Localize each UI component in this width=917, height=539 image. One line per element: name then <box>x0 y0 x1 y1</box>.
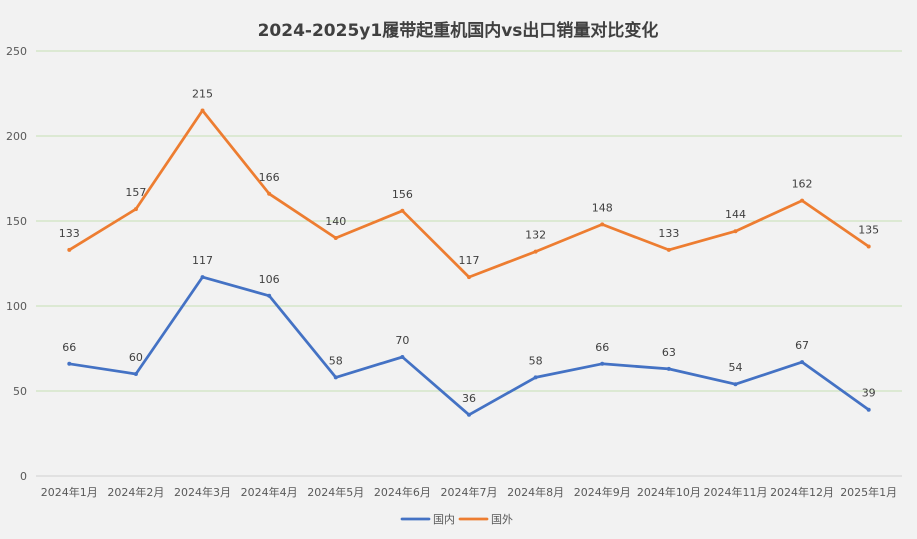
y-tick-label: 0 <box>20 470 27 483</box>
data-point[interactable] <box>333 236 338 240</box>
data-label: 148 <box>592 201 613 214</box>
data-label: 70 <box>395 334 409 347</box>
data-point[interactable] <box>400 208 405 213</box>
data-point[interactable] <box>467 412 471 417</box>
data-label: 162 <box>792 178 813 191</box>
data-point[interactable] <box>733 229 738 234</box>
data-label: 157 <box>125 186 146 199</box>
data-point[interactable] <box>866 244 871 249</box>
y-tick-label: 200 <box>6 130 27 143</box>
y-axis: 0 50 100 150 200 250 <box>6 45 27 483</box>
data-point[interactable] <box>733 382 738 387</box>
series-lines <box>67 108 871 417</box>
data-label: 166 <box>259 171 280 184</box>
data-label: 133 <box>59 227 80 240</box>
data-label: 67 <box>795 339 809 352</box>
data-point[interactable] <box>400 355 405 359</box>
chart-title: 2024-2025y1履带起重机国内vs出口销量对比变化 <box>258 20 659 41</box>
x-tick-label: 2024年8月 <box>507 485 564 499</box>
data-point[interactable] <box>133 207 138 212</box>
data-label: 39 <box>862 387 876 400</box>
y-tick-label: 150 <box>6 215 27 228</box>
x-tick-label: 2024年6月 <box>374 485 431 499</box>
y-tick-label: 250 <box>6 45 27 58</box>
y-tick-label: 100 <box>6 300 27 313</box>
data-point[interactable] <box>533 375 538 380</box>
x-tick-label: 2024年10月 <box>637 485 701 499</box>
y-tick-label: 50 <box>13 385 27 398</box>
data-point[interactable] <box>67 361 72 366</box>
x-tick-label: 2024年2月 <box>107 485 164 499</box>
x-tick-label: 2024年5月 <box>307 485 364 499</box>
data-label: 66 <box>62 341 76 354</box>
data-label: 36 <box>462 392 476 405</box>
data-label: 54 <box>728 361 742 374</box>
data-point[interactable] <box>267 191 272 196</box>
x-tick-label: 2024年12月 <box>770 485 834 499</box>
x-axis: 2024年1月 2024年2月 2024年3月 2024年4月 2024年5月 2024年… <box>41 485 897 499</box>
legend-label[interactable]: 国内 <box>433 512 455 526</box>
data-point[interactable] <box>67 247 72 252</box>
data-label: 140 <box>325 215 346 228</box>
data-label: 66 <box>595 341 609 354</box>
data-label: 58 <box>329 354 343 367</box>
data-point[interactable] <box>600 361 605 366</box>
data-point[interactable] <box>533 249 538 254</box>
data-label: 144 <box>725 208 746 221</box>
x-tick-label: 2024年7月 <box>441 485 498 499</box>
data-point[interactable] <box>200 108 205 113</box>
data-point[interactable] <box>267 293 272 298</box>
data-label: 156 <box>392 188 413 201</box>
data-label: 117 <box>459 254 480 267</box>
x-tick-label: 2024年1月 <box>41 485 98 499</box>
legend-label[interactable]: 国外 <box>491 513 513 526</box>
data-label: 215 <box>192 88 213 101</box>
data-label: 58 <box>529 354 543 367</box>
data-point[interactable] <box>800 360 805 365</box>
data-point[interactable] <box>600 222 605 227</box>
data-point[interactable] <box>133 372 138 376</box>
data-point[interactable] <box>467 275 471 280</box>
x-tick-label: 2025年1月 <box>840 485 897 499</box>
x-tick-label: 2024年3月 <box>174 485 231 499</box>
data-label: 135 <box>858 224 879 237</box>
data-point[interactable] <box>200 275 205 280</box>
data-point[interactable] <box>866 407 871 412</box>
data-label: 60 <box>129 351 143 364</box>
data-label: 106 <box>259 273 280 286</box>
gridlines <box>36 50 902 477</box>
x-tick-label: 2024年11月 <box>703 485 767 499</box>
x-tick-label: 2024年4月 <box>241 485 298 499</box>
data-point[interactable] <box>666 366 671 371</box>
legend[interactable]: 国内 国外 <box>400 512 513 526</box>
data-point[interactable] <box>666 247 671 252</box>
data-label: 117 <box>192 254 213 267</box>
data-label: 132 <box>525 229 546 242</box>
data-label: 63 <box>662 346 676 359</box>
data-point[interactable] <box>800 198 805 203</box>
data-labels: 66 60 117 106 58 70 36 58 66 63 54 67 39 133 157 215 166… <box>59 88 879 405</box>
series-line-1[interactable] <box>67 109 871 279</box>
data-label: 133 <box>658 227 679 240</box>
data-point[interactable] <box>333 375 338 380</box>
x-tick-label: 2024年9月 <box>574 485 631 499</box>
